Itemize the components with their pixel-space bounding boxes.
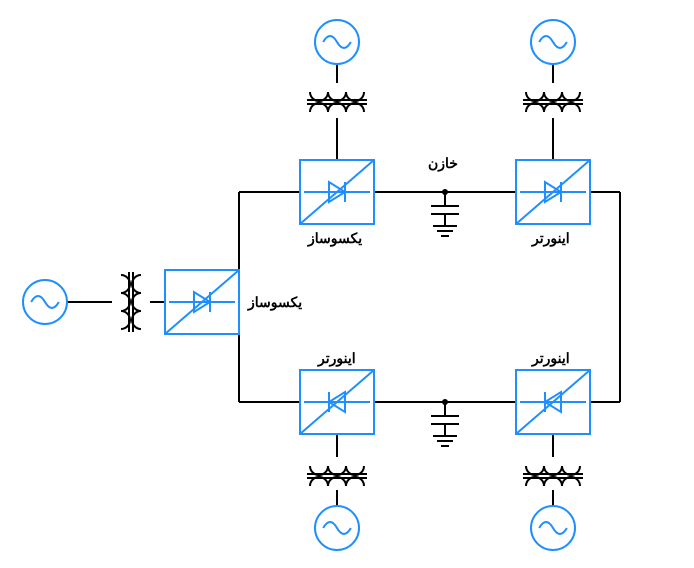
label-conv-left: یکسوساز bbox=[248, 294, 302, 311]
label-conv-top-a: یکسوساز bbox=[308, 230, 362, 247]
label-conv-top-b: اینورتر bbox=[532, 230, 570, 247]
label-conv-bot-b: اینورتر bbox=[532, 350, 570, 367]
diagram-canvas: یکسوساز یکسوساز اینورتر اینورتر اینورتر خازن bbox=[0, 0, 694, 568]
circuit-svg bbox=[0, 0, 694, 568]
label-conv-bot-a: اینورتر bbox=[318, 350, 356, 367]
label-cap-top: خازن bbox=[428, 155, 458, 172]
